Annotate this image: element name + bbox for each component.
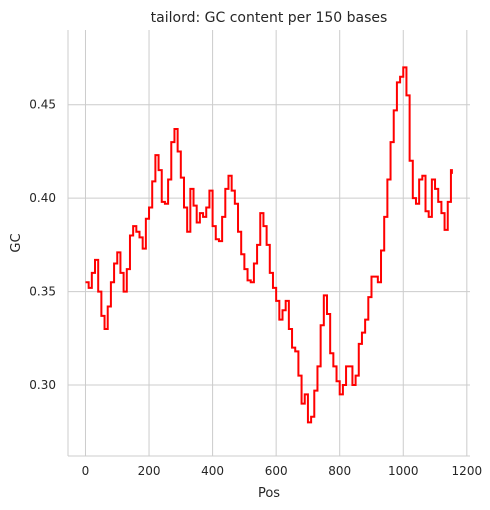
- y-tick-label: 0.35: [29, 285, 56, 299]
- series-layer: [85, 66, 453, 424]
- x-tick-label: 600: [265, 464, 288, 478]
- chart-title: tailord: GC content per 150 bases: [151, 10, 388, 26]
- y-axis-label: GC: [9, 233, 24, 252]
- gc-series-line: [85, 66, 453, 424]
- x-tick-label: 1000: [388, 464, 419, 478]
- x-tick-label: 0: [82, 464, 90, 478]
- x-tick-label: 1200: [452, 464, 483, 478]
- x-tick-labels: 0 200 400 600 800 1000 1200: [82, 464, 482, 478]
- y-tick-labels: 0.30 0.35 0.40 0.45: [29, 98, 56, 392]
- y-gridlines: [68, 104, 470, 386]
- x-tick-label: 200: [138, 464, 161, 478]
- y-tick-label: 0.45: [29, 98, 56, 112]
- x-axis-label: Pos: [258, 486, 280, 501]
- y-tick-label: 0.40: [29, 191, 56, 205]
- x-tick-label: 400: [201, 464, 224, 478]
- x-tick-label: 800: [328, 464, 351, 478]
- y-tick-label: 0.30: [29, 378, 56, 392]
